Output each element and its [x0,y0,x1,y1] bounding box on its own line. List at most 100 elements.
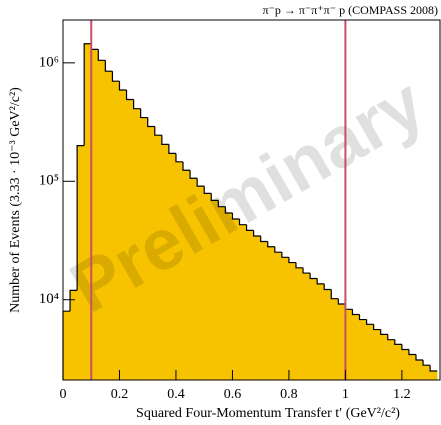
chart-title: π⁻p → π⁻π⁺π⁻ p (COMPASS 2008) [263,3,439,17]
histogram-outline [132,99,141,110]
histogram-outline [83,43,92,146]
histogram-bar [274,252,283,380]
y-tick-label: 10⁴ [39,291,59,307]
histogram-outline [351,309,360,316]
histogram-bar [295,267,304,380]
histogram-bar [98,60,106,380]
histogram-bar [324,289,332,380]
histogram-bar [246,230,254,380]
histogram-outline [147,117,155,128]
histogram-bar [154,135,163,380]
x-tick-label: 0.4 [167,387,185,402]
histogram-outline [401,344,409,351]
x-tick-label: 0.6 [224,387,242,402]
y-tick-label: 10⁶ [39,54,59,70]
x-tick-label: 0.2 [111,387,129,402]
histogram-outline [415,354,424,361]
histogram-outline [189,170,198,179]
histogram-outline [238,219,247,226]
histogram-outline [260,236,268,243]
histogram-bar [331,298,339,380]
histogram-bar [345,309,353,380]
histogram-bar [183,170,191,380]
x-axis-label: Squared Four-Momentum Transfer t′ (GeV²/… [136,406,400,421]
histogram-outline [387,334,395,341]
histogram-bar [70,290,78,380]
histogram-outline [203,186,212,195]
histogram-bar [394,344,403,380]
histogram-outline [358,314,367,321]
histogram-bar [338,304,346,380]
histogram-outline [104,60,113,72]
histogram-bar [232,219,240,380]
histogram-outline [161,135,169,145]
histogram-outline [224,206,233,214]
histogram-outline [344,304,353,310]
histogram-bar [408,354,417,380]
histogram-bar [352,314,360,380]
histogram-bar [317,283,325,380]
histogram-bar [401,349,410,380]
histogram-bar [260,241,269,380]
histogram-outline [365,319,374,325]
x-tick-label: 0.8 [280,387,298,402]
histogram-bar [77,145,85,380]
histogram-bar [415,359,424,380]
histogram-bar [175,161,184,380]
histogram-outline [168,144,176,154]
histogram-bar [161,144,170,380]
histogram-outline [309,273,318,280]
histogram-outline [422,359,431,366]
histogram-bar [63,311,71,380]
histogram-bar [140,117,149,380]
histogram-bar [303,273,311,380]
histogram-bar [373,329,381,380]
histogram-outline [125,89,134,101]
x-tick-label: 0 [60,387,67,402]
histogram-outline [76,145,85,291]
histogram-bar [211,200,219,380]
histogram-bar [84,43,92,381]
histogram-bar [105,71,113,380]
histogram-bar [423,365,431,380]
histogram-bar [147,126,156,380]
histogram-bar [267,246,276,380]
histogram-bar [387,339,396,380]
histogram-outline [196,178,205,187]
histogram-outline [253,230,261,237]
histogram-outline [90,43,99,50]
histogram-outline [140,108,148,119]
histogram-bar [168,153,177,380]
histogram-bar [225,212,233,380]
histogram-bar [253,236,261,380]
histogram-outline [175,153,184,163]
histogram-outline [337,298,346,305]
histogram-outline [231,212,240,220]
histogram-bar [288,262,297,380]
x-tick-label: 1 [342,387,349,402]
histogram-bar [430,371,438,380]
histogram-outline [408,349,416,356]
histogram-outline [288,257,296,264]
histogram-outline [394,339,402,345]
histogram-outline [217,200,226,208]
histogram-outline [118,81,127,91]
histogram-outline [111,71,120,82]
histogram-bar [366,324,374,380]
y-axis-label: Number of Events (3.33 · 10⁻³ GeV²/c²) [8,87,23,313]
histogram-bar [239,224,247,380]
histogram-bar [119,89,127,380]
histogram-bar [112,81,120,381]
histogram-outline [316,278,325,285]
histogram-bar [91,49,99,380]
histogram-bar [380,334,389,380]
histogram-bar [204,193,212,380]
histogram-outline [69,289,78,312]
histogram-outline [380,329,388,335]
histogram-bar [197,186,205,380]
histogram-outline [281,252,289,258]
histogram-outline [97,49,106,61]
x-tick-label: 1.2 [393,387,411,402]
